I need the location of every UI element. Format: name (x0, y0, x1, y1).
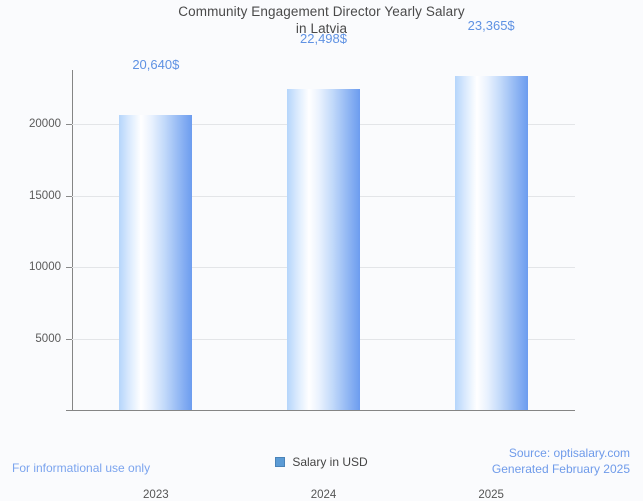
y-axis-tick (66, 195, 72, 197)
x-axis-tick-label-2023: 2023 (143, 489, 169, 501)
bar-2024[interactable] (287, 88, 360, 410)
legend-color-swatch-salary-in-usd (275, 457, 286, 467)
y-axis-tick-label: 5000 (35, 332, 61, 345)
legend-label-salary-in-usd: Salary in USD (292, 455, 368, 469)
y-axis-tick (66, 267, 72, 269)
y-axis-tick (66, 124, 72, 126)
plot-area: 5000 10000 15000 20000 20,640$ 2023 22,498$ 202… (29, 18, 575, 501)
bar-value-label-2025: 23,365$ (467, 18, 515, 34)
salary-bar-chart: Community Engagement Director Yearly Sal… (0, 3, 643, 501)
x-axis-tick-label-2024: 2024 (310, 489, 337, 501)
chart-title-line-1: Community Engagement Director Yearly Sal… (178, 4, 465, 19)
bar-value-label-2024: 22,498$ (300, 30, 347, 46)
bar-2025[interactable] (454, 76, 528, 410)
bar-2023[interactable] (119, 115, 193, 410)
chart-legend: Salary in USD (0, 455, 643, 469)
source-text: Source: optisalary.com (508, 446, 630, 460)
y-axis-tick-label: 15000 (29, 189, 61, 202)
bar-value-label-2023: 20,640$ (132, 57, 180, 73)
source-attribution: Source: optisalary.com Generated Februar… (492, 446, 630, 477)
chart-title: Community Engagement Director Yearly Sal… (0, 3, 643, 37)
x-axis-line (66, 410, 575, 412)
y-axis-tick-label: 20000 (29, 118, 61, 131)
y-axis-tick (66, 338, 72, 340)
y-axis-line (72, 70, 74, 411)
disclaimer-text: For informational use only (12, 461, 151, 475)
chart-title-line-2: in Latvia (295, 21, 348, 36)
x-axis-tick-label-2025: 2025 (478, 489, 504, 501)
y-axis-tick-label: 10000 (29, 261, 61, 274)
generated-date-text: Generated February 2025 (491, 461, 630, 476)
